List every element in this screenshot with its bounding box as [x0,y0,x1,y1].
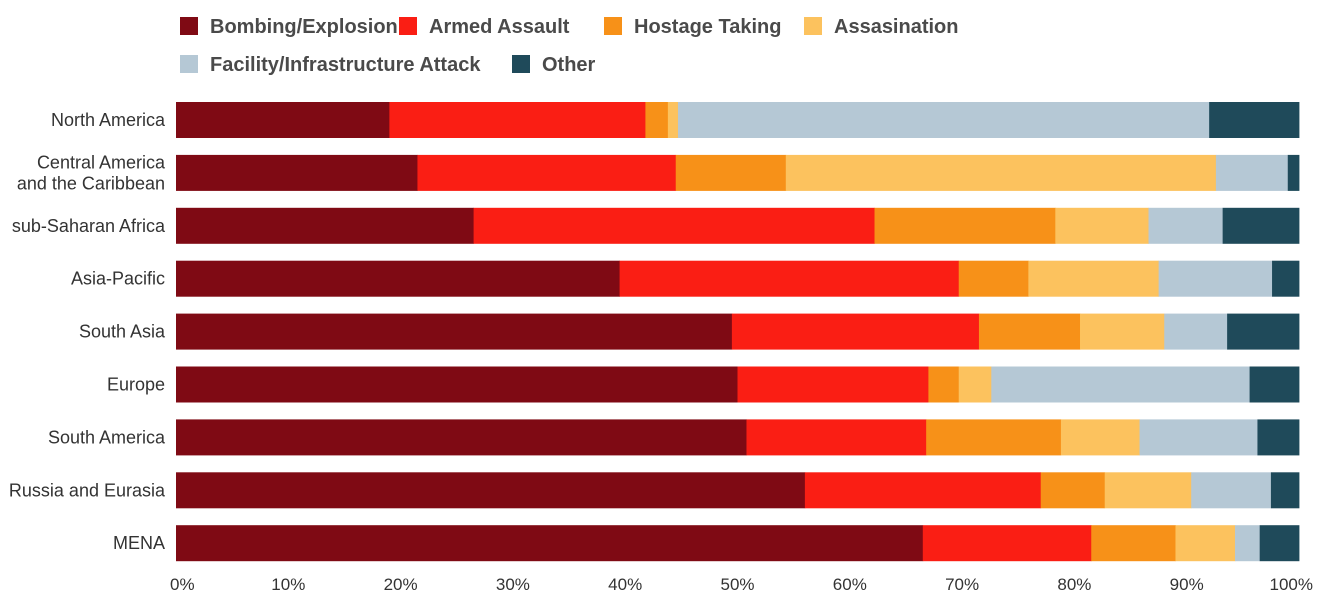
bar-segment [1227,313,1300,350]
x-tick-label: 90% [1170,575,1204,594]
x-tick-label: 20% [384,575,418,594]
bar-segment [675,154,787,191]
bar-segment [619,260,960,297]
x-tick-label: 70% [945,575,979,594]
bar-segment [1040,472,1106,509]
x-tick-label: 80% [1057,575,1091,594]
bar-segment [1287,154,1300,191]
category-labels: North America Central America and the Cari… [9,110,166,553]
bar-segment [176,472,806,509]
legend-swatch-2 [399,17,417,35]
bar-segment [1249,366,1300,403]
bar-segment [1164,313,1228,350]
x-tick-label: 100% [1270,575,1313,594]
bar-segment [645,102,669,138]
bar-segment [926,419,1062,456]
legend-swatch-6 [512,55,530,73]
bar-segment [928,366,960,403]
bar-segment [731,313,980,350]
bar-segment [874,207,1056,244]
bar-segment [737,366,929,403]
bar-segment [1148,207,1224,244]
legend-label-1: Bombing/Explosion [210,16,398,38]
bar-segment [176,102,390,138]
bar-segment [176,366,738,403]
bar-segment [1091,525,1176,562]
bar-segment [1215,154,1289,191]
category-label: North America [51,110,166,130]
category-label: South Asia [79,322,166,342]
category-label: South America [48,427,166,447]
bar-segment [176,207,474,244]
bar-segment [176,419,747,456]
bar-segment [785,154,1217,191]
legend-swatch-3 [604,17,622,35]
category-label: sub-Saharan Africa [12,216,166,236]
bar-segment [958,260,1029,297]
legend-swatch-1 [180,17,198,35]
legend-label-3: Hostage Taking [634,16,781,38]
bar-segment [922,525,1092,562]
legend: Bombing/Explosion Armed Assault Hostage Ta… [180,16,958,76]
x-tick-label: 0% [170,575,195,594]
bars [176,102,1300,562]
bar-segment [1080,313,1165,350]
bar-segment [1104,472,1192,509]
legend-label-6: Other [542,54,596,76]
bar-segment [1234,525,1261,562]
bar-segment [804,472,1042,509]
legend-label-5: Facility/Infrastructure Attack [210,54,481,76]
bar-segment [1158,260,1273,297]
bar-segment [473,207,875,244]
bar-segment [176,260,620,297]
bar-segment [677,102,1210,138]
bar-segment [1055,207,1149,244]
bar-segment [417,154,677,191]
x-tick-label: 60% [833,575,867,594]
bar-segment [1272,260,1300,297]
category-label: Central America and the Caribbean [17,152,166,193]
bar-segment [978,313,1081,350]
x-tick-label: 40% [608,575,642,594]
x-tick-label: 10% [271,575,305,594]
legend-swatch-4 [804,17,822,35]
legend-swatch-5 [180,55,198,73]
bar-segment [1222,207,1300,244]
x-tick-label: 30% [496,575,530,594]
bar-segment [667,102,679,138]
legend-label-4: Assasination [834,16,958,38]
bar-segment [176,154,418,191]
bar-segment [1191,472,1272,509]
bar-segment [176,525,924,562]
bar-segment [389,102,646,138]
bar-segment [1270,472,1300,509]
bar-segment [176,313,733,350]
category-label: MENA [113,533,165,553]
bar-segment [991,366,1250,403]
bar-segment [1209,102,1300,138]
category-label: Europe [107,375,165,395]
x-axis-ticks: 0% 10% 20% 30% 40% 50% 60% 70% 80% 90% 100% [170,575,1313,594]
bar-segment [746,419,927,456]
bar-segment [1060,419,1140,456]
category-label: Asia-Pacific [71,269,165,289]
bar-segment [1257,419,1300,456]
category-label: Russia and Eurasia [9,480,166,500]
bar-segment [1028,260,1160,297]
x-tick-label: 50% [720,575,754,594]
bar-segment [1259,525,1300,562]
bar-segment [1175,525,1236,562]
bar-segment [1139,419,1258,456]
bar-segment [958,366,992,403]
legend-label-2: Armed Assault [429,16,570,38]
